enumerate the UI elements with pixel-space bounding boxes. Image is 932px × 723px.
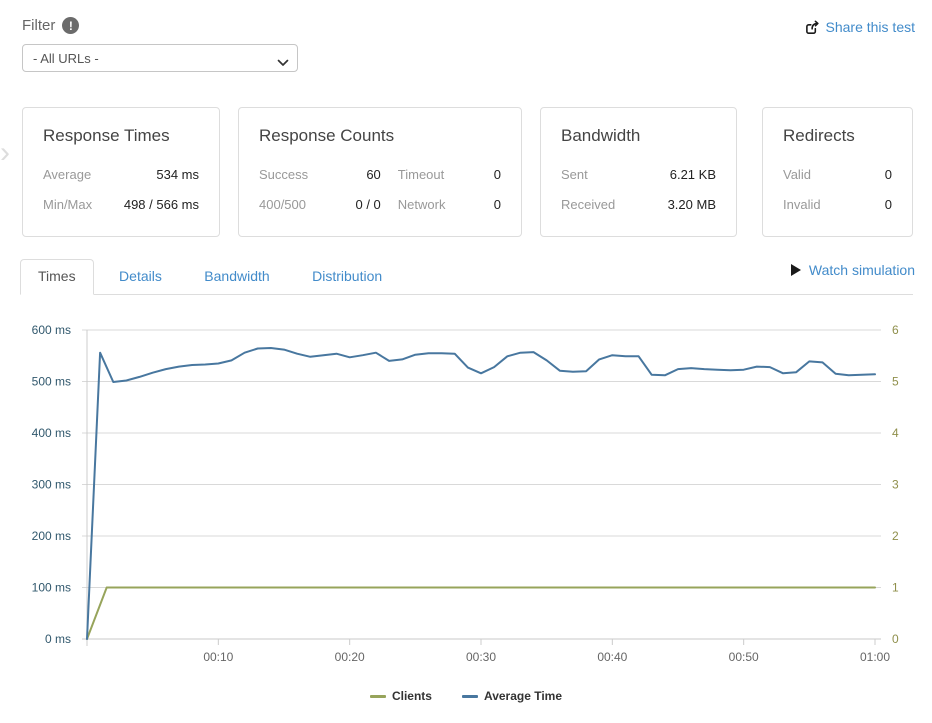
url-filter-select[interactable]: - All URLs - — [22, 44, 298, 72]
card-title: Bandwidth — [561, 126, 716, 146]
stat-label: Network — [398, 197, 446, 212]
y-axis-left-label: 200 ms — [32, 529, 71, 543]
info-icon[interactable]: ! — [62, 17, 79, 34]
stat-value: 498 / 566 ms — [124, 197, 199, 212]
card-title: Response Counts — [259, 126, 501, 146]
stat-value: 6.21 KB — [670, 167, 716, 182]
tab-bandwidth[interactable]: Bandwidth — [187, 260, 286, 294]
legend-item-average-time[interactable]: Average Time — [462, 689, 562, 703]
play-icon — [791, 264, 801, 276]
y-axis-left-label: 400 ms — [32, 426, 71, 440]
card-title: Redirects — [783, 126, 892, 146]
x-axis-label: 01:00 — [860, 650, 890, 664]
share-link-text[interactable]: Share this test — [826, 19, 916, 35]
filter-header: Filter ! — [22, 17, 79, 34]
stat-value: 0 — [494, 197, 501, 212]
series-line-clients — [87, 588, 875, 640]
redirects-card: Redirects Valid 0 Invalid 0 — [762, 107, 913, 237]
stat-label: Success — [259, 167, 308, 182]
x-axis-label: 00:10 — [203, 650, 233, 664]
times-chart: 0 ms 0 100 ms 1 200 ms 2 300 ms 3 400 ms 4 500 ms 5… — [0, 315, 932, 723]
stat-row: 400/500 0 / 0 Network 0 — [259, 189, 501, 219]
average-time-line-swatch — [462, 695, 478, 698]
stat-value: 534 ms — [156, 167, 199, 182]
stat-label: Sent — [561, 167, 588, 182]
cards-scroll-chevron-icon[interactable]: › — [0, 138, 10, 168]
y-axis-right-label: 3 — [892, 478, 899, 492]
y-axis-left-label: 100 ms — [32, 581, 71, 595]
stat-value: 0 — [494, 167, 501, 182]
tab-distribution[interactable]: Distribution — [295, 260, 399, 294]
tab-bar: Times Details Bandwidth Distribution — [20, 259, 913, 295]
legend-item-clients[interactable]: Clients — [370, 689, 432, 703]
card-title: Response Times — [43, 126, 199, 146]
tab-details[interactable]: Details — [102, 260, 179, 294]
clients-line-swatch — [370, 695, 386, 698]
stat-row: Valid 0 — [783, 159, 892, 189]
y-axis-right-label: 2 — [892, 529, 899, 543]
stat-row: Invalid 0 — [783, 189, 892, 219]
legend-label-clients: Clients — [392, 689, 432, 703]
y-axis-right-label: 6 — [892, 323, 899, 337]
stat-row: Min/Max 498 / 566 ms — [43, 189, 199, 219]
y-axis-right-label: 0 — [892, 632, 899, 646]
stat-label: Average — [43, 167, 91, 182]
tab-times[interactable]: Times — [20, 259, 94, 295]
share-icon — [805, 20, 820, 35]
y-axis-left-label: 0 ms — [45, 632, 71, 646]
stat-label: Invalid — [783, 197, 821, 212]
series-line-average-time — [87, 348, 875, 639]
stat-row: Received 3.20 MB — [561, 189, 716, 219]
y-axis-left-label: 500 ms — [32, 375, 71, 389]
stat-label: Min/Max — [43, 197, 92, 212]
stat-value: 3.20 MB — [668, 197, 716, 212]
stat-row: Success 60 Timeout 0 — [259, 159, 501, 189]
filter-label: Filter — [22, 17, 55, 34]
share-test-link[interactable]: Share this test — [805, 19, 916, 35]
y-axis-right-label: 5 — [892, 375, 899, 389]
watch-simulation-link[interactable]: Watch simulation — [791, 262, 915, 278]
stat-label: Received — [561, 197, 615, 212]
y-axis-right-label: 4 — [892, 426, 899, 440]
y-axis-left-label: 300 ms — [32, 478, 71, 492]
stat-row: Average 534 ms — [43, 159, 199, 189]
bandwidth-card: Bandwidth Sent 6.21 KB Received 3.20 MB — [540, 107, 737, 237]
y-axis-right-label: 1 — [892, 581, 899, 595]
stat-value: 0 / 0 — [355, 197, 380, 212]
x-axis-label: 00:30 — [466, 650, 496, 664]
x-axis-label: 00:20 — [335, 650, 365, 664]
stat-value: 0 — [885, 197, 892, 212]
watch-simulation-label: Watch simulation — [809, 262, 915, 278]
stat-label: Valid — [783, 167, 811, 182]
stat-label: Timeout — [398, 167, 444, 182]
stat-row: Sent 6.21 KB — [561, 159, 716, 189]
chart-legend: Clients Average Time — [0, 689, 932, 703]
x-axis-label: 00:40 — [597, 650, 627, 664]
stat-value: 0 — [885, 167, 892, 182]
y-axis-left-label: 600 ms — [32, 323, 71, 337]
stat-value: 60 — [366, 167, 380, 182]
chart-canvas[interactable]: 0 ms 0 100 ms 1 200 ms 2 300 ms 3 400 ms 4 500 ms 5… — [0, 315, 932, 680]
stat-label: 400/500 — [259, 197, 306, 212]
url-filter-select-wrap: - All URLs - — [22, 44, 298, 72]
response-counts-card: Response Counts Success 60 Timeout 0 400… — [238, 107, 522, 237]
legend-label-average-time: Average Time — [484, 689, 562, 703]
x-axis-label: 00:50 — [729, 650, 759, 664]
response-times-card: Response Times Average 534 ms Min/Max 49… — [22, 107, 220, 237]
